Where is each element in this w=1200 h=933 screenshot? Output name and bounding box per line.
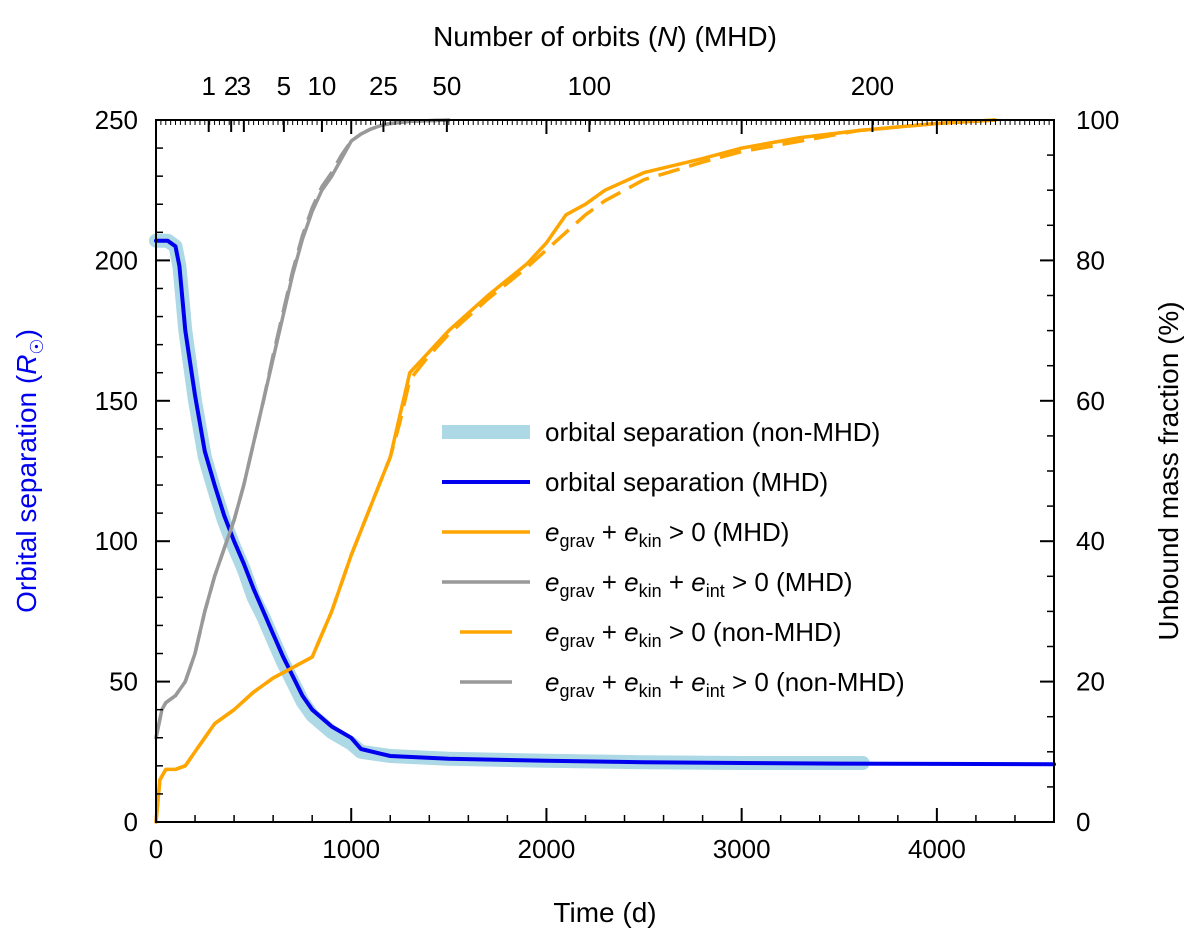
x-tick-label: 2000 — [518, 834, 576, 864]
legend-e-symbol: e — [691, 567, 705, 597]
y-right-tick-label: 100 — [1076, 105, 1119, 135]
x-tick-label: 3000 — [713, 834, 771, 864]
legend-subscript: grav — [559, 531, 594, 551]
y-left-tick-label: 100 — [95, 526, 138, 556]
legend-subscript: kin — [639, 631, 662, 651]
legend-subscript: grav — [559, 631, 594, 651]
series-sep-mhd — [154, 238, 1056, 767]
y-left-tick-label: 150 — [95, 386, 138, 416]
x-tick-label: 0 — [149, 834, 163, 864]
legend-text-sep-mhd: orbital separation (MHD) — [545, 467, 828, 497]
y-left-tick-label: 250 — [95, 105, 138, 135]
legend-subscript: kin — [639, 581, 662, 601]
legend-subscript: int — [706, 681, 725, 701]
x-axis-label: Time (d) — [553, 897, 656, 928]
top-tick-label: 5 — [277, 71, 291, 101]
legend-e-symbol: e — [545, 567, 559, 597]
legend-subscript: kin — [639, 681, 662, 701]
legend-subscript: grav — [559, 681, 594, 701]
top-axis-label: Number of orbits (N) (MHD) — [433, 21, 777, 52]
legend-e-symbol: e — [545, 517, 559, 547]
legend-subscript: int — [706, 581, 725, 601]
left-axis-label-suffix: ) — [11, 329, 42, 338]
left-axis-label: Orbital separation (R☉) — [11, 329, 47, 613]
legend-text-ub-kin-mhd: egrav + ekin > 0 (MHD) — [545, 517, 789, 551]
top-tick-label: 200 — [851, 71, 894, 101]
y-right-tick-label: 80 — [1076, 245, 1105, 275]
left-axis-label-prefix: Orbital separation ( — [11, 374, 42, 613]
x-tick-label: 4000 — [908, 834, 966, 864]
y-left-tick-label: 0 — [124, 807, 138, 837]
legend-text-ub-kin-non: egrav + ekin > 0 (non-MHD) — [545, 617, 842, 651]
legend-e-symbol: e — [545, 617, 559, 647]
legend-subscript: kin — [639, 531, 662, 551]
legend-e-symbol: e — [545, 667, 559, 697]
legend-e-symbol: e — [624, 617, 638, 647]
x-tick-label: 1000 — [322, 834, 380, 864]
y-right-tick-label: 20 — [1076, 667, 1105, 697]
series-ub-kin-non — [154, 118, 996, 823]
left-axis-label-symbol: R — [11, 355, 42, 375]
top-tick-label: 3 — [237, 71, 251, 101]
top-tick-label: 100 — [568, 71, 611, 101]
legend-e-symbol: e — [624, 567, 638, 597]
top-tick-label: 25 — [369, 71, 398, 101]
sun-symbol-icon: ☉ — [27, 338, 47, 354]
y-left-tick-label: 200 — [95, 245, 138, 275]
top-axis-label-suffix: ) (MHD) — [677, 21, 777, 52]
series-layer — [149, 118, 1056, 824]
legend-text-sep-nonmhd: orbital separation (non-MHD) — [545, 417, 880, 447]
legend-text-ub-int-non: egrav + ekin + eint > 0 (non-MHD) — [545, 667, 905, 701]
top-tick-label: 2 — [224, 71, 238, 101]
y-right-tick-label: 40 — [1076, 526, 1105, 556]
legend-e-symbol: e — [624, 667, 638, 697]
legend: orbital separation (non-MHD) orbital sepa… — [442, 417, 905, 701]
legend-subscript: grav — [559, 581, 594, 601]
legend-text-ub-int-mhd: egrav + ekin + eint > 0 (MHD) — [545, 567, 853, 601]
top-tick-label: 10 — [307, 71, 336, 101]
y-right-tick-label: 0 — [1076, 807, 1090, 837]
y-right-tick-label: 60 — [1076, 386, 1105, 416]
top-axis-label-symbol: N — [657, 21, 678, 52]
top-tick-label: 50 — [432, 71, 461, 101]
legend-e-symbol: e — [624, 517, 638, 547]
legend-e-symbol: e — [691, 667, 705, 697]
y-left-tick-label: 50 — [109, 667, 138, 697]
top-tick-label: 1 — [201, 71, 215, 101]
top-axis-label-prefix: Number of orbits ( — [433, 21, 658, 52]
right-axis-label: Unbound mass fraction (%) — [1153, 301, 1184, 640]
series-ub-int-non — [154, 118, 449, 739]
